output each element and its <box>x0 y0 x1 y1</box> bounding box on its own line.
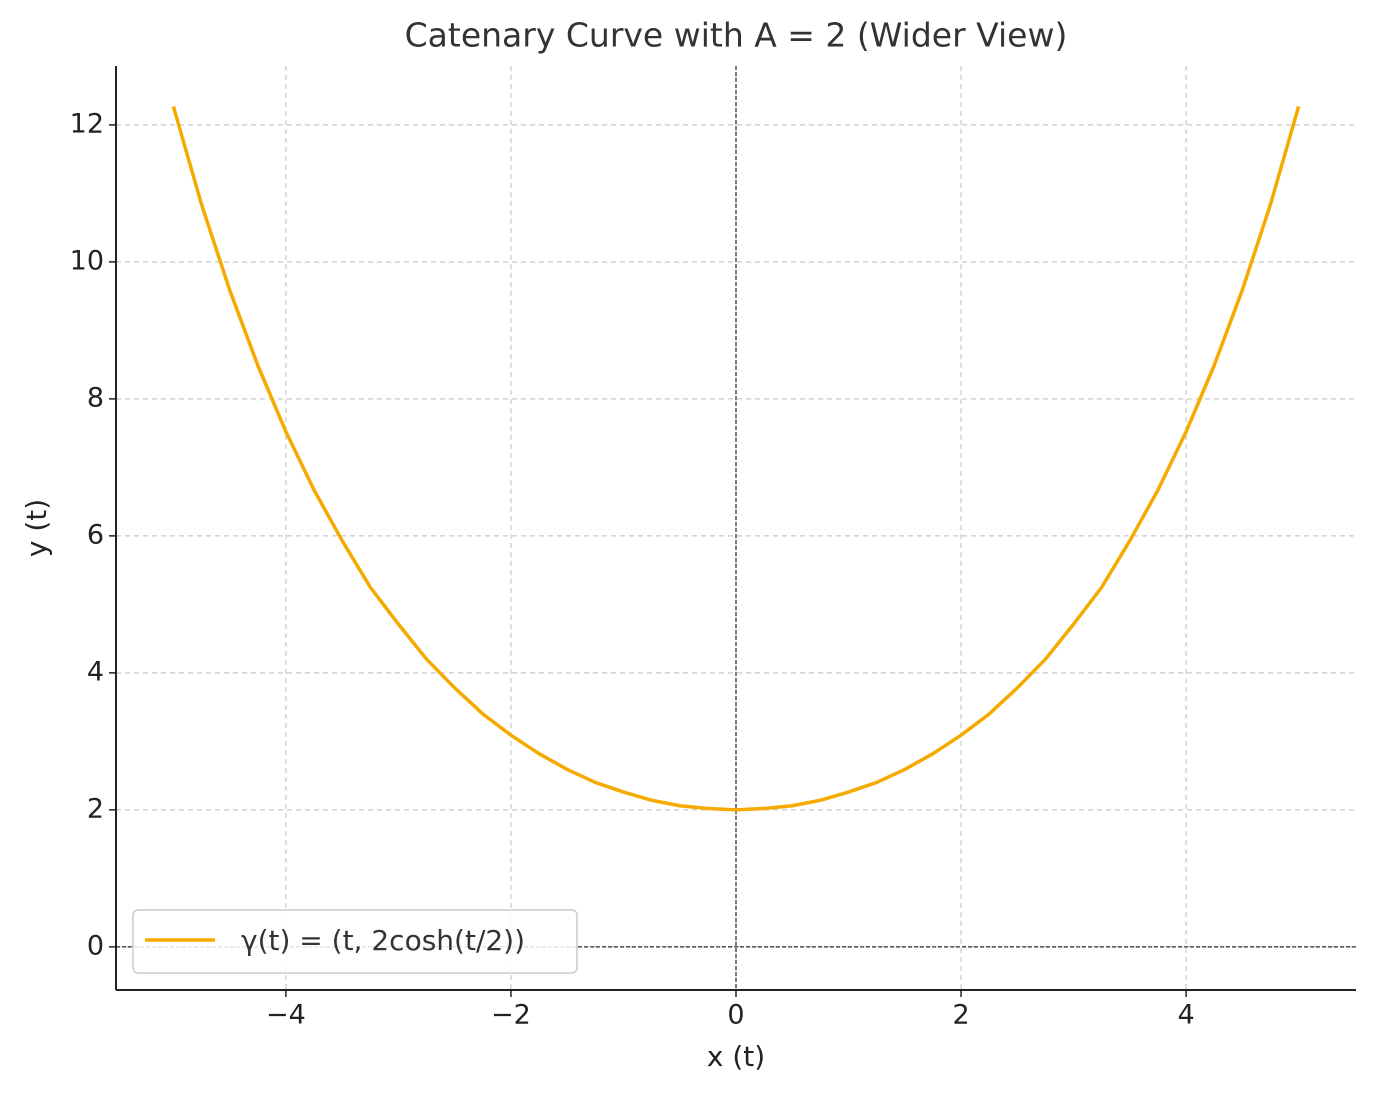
y-tick-label: 4 <box>87 656 104 687</box>
x-tick-label: −4 <box>266 1000 306 1031</box>
x-tick-label: 0 <box>727 1000 744 1031</box>
y-tick-label: 0 <box>87 930 104 961</box>
y-tick-label: 10 <box>70 245 104 276</box>
y-tick-label: 6 <box>87 519 104 550</box>
legend-box <box>132 909 578 974</box>
y-axis-label: y (t) <box>20 499 53 557</box>
x-tick-label: 4 <box>1177 1000 1194 1031</box>
legend-label: γ(t) = (t, 2cosh(t/2)) <box>241 924 525 957</box>
chart-title: Catenary Curve with A = 2 (Wider View) <box>405 16 1068 55</box>
x-axis-label: x (t) <box>707 1040 765 1073</box>
y-tick-label: 8 <box>87 382 104 413</box>
y-tick-label: 12 <box>70 108 104 139</box>
line-series <box>171 105 1301 812</box>
y-tick-label: 2 <box>87 793 104 824</box>
x-tick-label: 2 <box>952 1000 969 1031</box>
x-tick-label: −2 <box>491 1000 531 1031</box>
